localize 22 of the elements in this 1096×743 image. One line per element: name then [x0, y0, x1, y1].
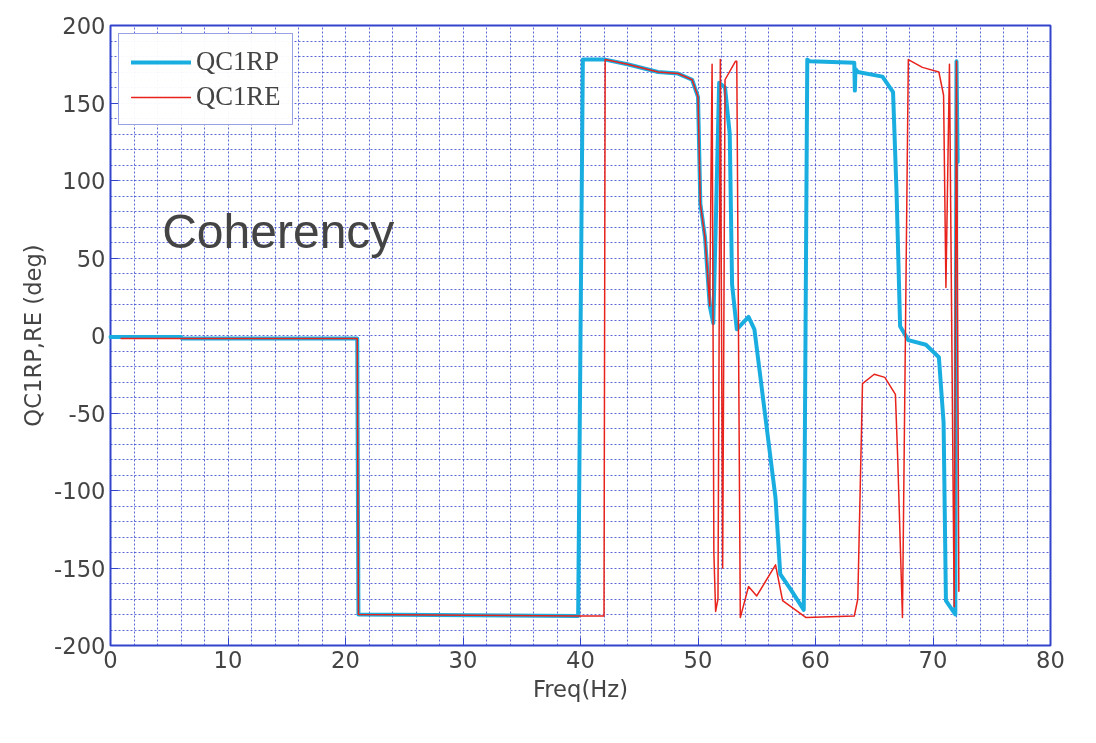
y-tick-label: 200 [62, 13, 106, 39]
y-axis-title: QC1RP,RE (deg) [20, 244, 47, 427]
y-tick-label: -50 [68, 400, 106, 427]
x-axis-title: Freq(Hz) [532, 675, 629, 702]
y-tick-label: 100 [62, 168, 106, 194]
legend-label: QC1RP [196, 46, 279, 77]
y-tick-label: -100 [54, 478, 106, 504]
y-tick-label: 0 [91, 323, 106, 349]
y-tick-label: -150 [54, 555, 106, 582]
x-tick-label: 40 [566, 646, 595, 673]
x-tick-label: 30 [448, 646, 478, 673]
annotation: Coherency [162, 205, 395, 258]
y-tick-label: -200 [54, 633, 106, 659]
x-tick-label: 70 [918, 646, 948, 673]
x-tick-label: 10 [213, 646, 243, 673]
x-tick-label: 80 [1036, 646, 1065, 673]
y-tick-label: 50 [76, 245, 106, 272]
x-tick-label: 50 [683, 646, 713, 673]
x-tick-label: 20 [331, 646, 360, 673]
legend-label: QC1RE [196, 81, 281, 112]
x-tick-label: 60 [801, 646, 830, 673]
y-tick-label: 150 [62, 90, 106, 117]
